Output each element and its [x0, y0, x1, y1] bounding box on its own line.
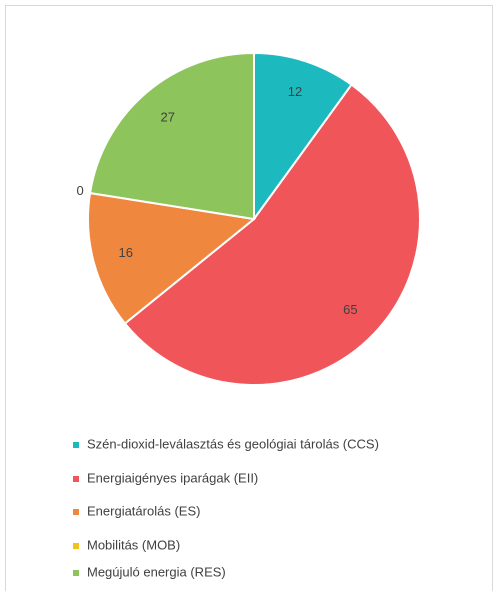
data-label: 27 — [161, 109, 175, 124]
pie-slice — [88, 51, 255, 221]
legend-marker — [73, 570, 79, 576]
legend-label: Szén-dioxid-leválasztás és geológiai tár… — [87, 436, 379, 451]
data-label: 65 — [343, 302, 357, 317]
pie-slice — [253, 51, 353, 223]
legend-marker — [73, 509, 79, 515]
data-label: 0 — [77, 183, 84, 198]
legend-label: Energiatárolás (ES) — [87, 503, 200, 518]
legend-marker — [73, 543, 79, 549]
legend-label: Mobilitás (MOB) — [87, 537, 180, 552]
legend-marker — [73, 476, 79, 482]
pie-slice — [87, 191, 257, 325]
legend-label: Energiaigényes iparágak (EII) — [87, 470, 258, 485]
legend-label: Megújuló energia (RES) — [87, 564, 226, 579]
data-label: 12 — [288, 84, 302, 99]
legend-marker — [73, 442, 79, 448]
pie-slice — [123, 83, 421, 386]
data-label: 16 — [118, 245, 132, 260]
